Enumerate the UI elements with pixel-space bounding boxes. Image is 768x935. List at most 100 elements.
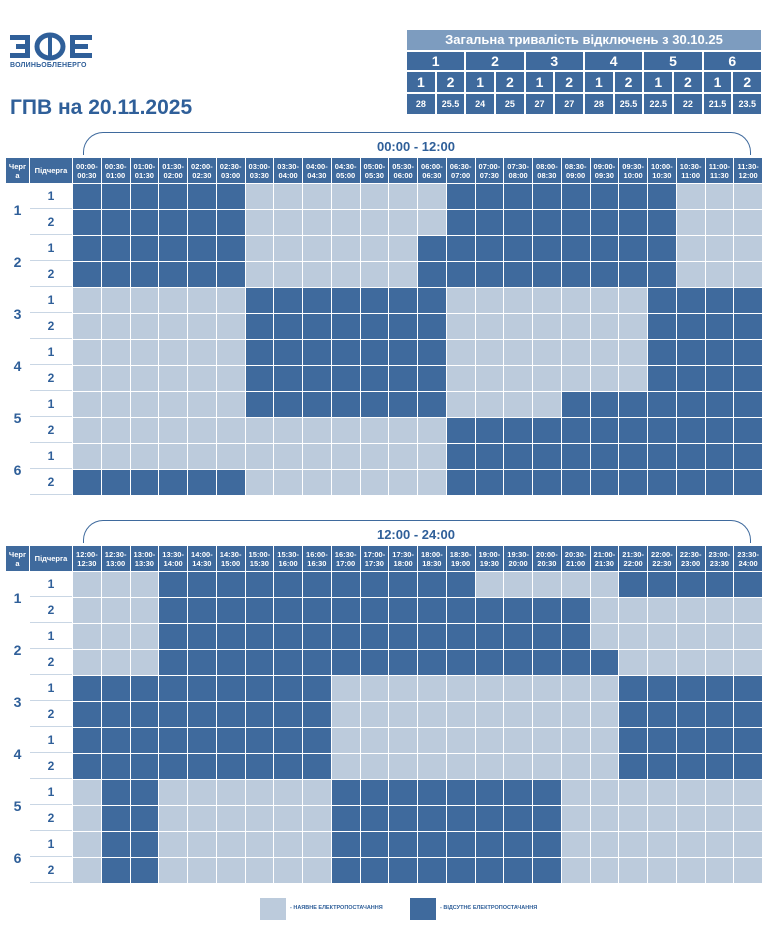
power-cell <box>389 754 417 779</box>
outage-cell <box>676 288 705 313</box>
outage-cell <box>648 288 676 313</box>
outage-cell <box>504 806 532 831</box>
power-cell <box>619 288 647 313</box>
power-cell <box>331 702 360 727</box>
power-cell <box>705 780 734 805</box>
outage-cell <box>648 470 676 495</box>
subqueue-label: 2 <box>30 650 72 675</box>
outage-cell <box>475 444 504 469</box>
power-cell <box>245 262 274 287</box>
subqueue-label: 2 <box>30 858 72 883</box>
outage-cell <box>245 624 274 649</box>
queue-label: 1 <box>6 184 29 235</box>
outage-cell <box>590 470 619 495</box>
outage-cell <box>446 210 475 235</box>
outage-cell <box>705 676 734 701</box>
outage-cell <box>331 572 360 597</box>
outage-cell <box>734 702 762 727</box>
outage-cell <box>303 366 331 391</box>
outage-cell <box>331 366 360 391</box>
power-cell <box>101 366 130 391</box>
outage-cell <box>446 806 475 831</box>
time-slot-header: 06:30- 07:00 <box>446 158 475 183</box>
outage-cell <box>274 314 302 339</box>
time-slot-header: 07:30- 08:00 <box>504 158 532 183</box>
outage-cell <box>676 754 705 779</box>
power-cell <box>734 650 762 675</box>
outage-cell <box>590 210 619 235</box>
outage-cell <box>159 262 187 287</box>
power-cell <box>504 728 532 753</box>
outage-cell <box>130 780 159 805</box>
outage-cell <box>188 702 216 727</box>
outage-cell <box>331 598 360 623</box>
power-cell <box>101 392 130 417</box>
power-cell <box>619 806 647 831</box>
power-cell <box>561 728 590 753</box>
power-cell <box>331 470 360 495</box>
power-cell <box>590 340 619 365</box>
outage-cell <box>130 236 159 261</box>
power-cell <box>475 702 504 727</box>
outage-cell <box>274 366 302 391</box>
outage-cell <box>159 702 187 727</box>
power-cell <box>389 444 417 469</box>
outage-cell <box>734 340 762 365</box>
subqueue-label: 1 <box>30 392 72 417</box>
power-cell <box>303 780 331 805</box>
power-cell <box>734 832 762 857</box>
outage-cell <box>504 418 532 443</box>
subqueue-label: 2 <box>30 470 72 495</box>
outage-cell <box>705 754 734 779</box>
summary-table: Загальна тривалість відключень з 30.10.2… <box>407 30 762 116</box>
power-cell <box>475 288 504 313</box>
power-cell <box>245 470 274 495</box>
outage-cell <box>705 572 734 597</box>
outage-cell <box>619 184 647 209</box>
outage-cell <box>216 754 245 779</box>
power-cell <box>475 366 504 391</box>
outage-cell <box>705 314 734 339</box>
subqueue-header: Підчерга <box>30 546 72 571</box>
time-slot-header: 02:00- 02:30 <box>188 158 216 183</box>
outage-cell <box>389 314 417 339</box>
power-cell <box>101 314 130 339</box>
outage-cell <box>130 184 159 209</box>
outage-cell <box>159 650 187 675</box>
power-cell <box>245 780 274 805</box>
outage-cell <box>73 676 101 701</box>
outage-cell <box>734 314 762 339</box>
power-cell <box>159 780 187 805</box>
power-cell <box>274 210 302 235</box>
power-cell <box>590 780 619 805</box>
outage-cell <box>705 444 734 469</box>
outage-cell <box>274 676 302 701</box>
power-cell <box>590 314 619 339</box>
power-cell <box>504 314 532 339</box>
power-cell <box>303 806 331 831</box>
power-cell <box>101 418 130 443</box>
power-cell <box>533 366 561 391</box>
outage-cell <box>734 288 762 313</box>
outage-cell <box>619 236 647 261</box>
summary-subgroup-cell: 2 <box>674 72 702 92</box>
outage-cell <box>216 728 245 753</box>
power-cell <box>188 314 216 339</box>
outage-cell <box>159 470 187 495</box>
power-cell <box>619 624 647 649</box>
subqueue-label: 2 <box>30 366 72 391</box>
outage-cell <box>331 806 360 831</box>
outage-cell <box>533 832 561 857</box>
outage-cell <box>245 754 274 779</box>
outage-cell <box>389 624 417 649</box>
power-cell <box>619 366 647 391</box>
outage-cell <box>676 676 705 701</box>
outage-cell <box>619 392 647 417</box>
power-cell <box>648 832 676 857</box>
outage-cell <box>216 210 245 235</box>
power-cell <box>159 444 187 469</box>
power-cell <box>734 236 762 261</box>
outage-cell <box>648 676 676 701</box>
power-cell <box>360 754 389 779</box>
outage-cell <box>216 598 245 623</box>
